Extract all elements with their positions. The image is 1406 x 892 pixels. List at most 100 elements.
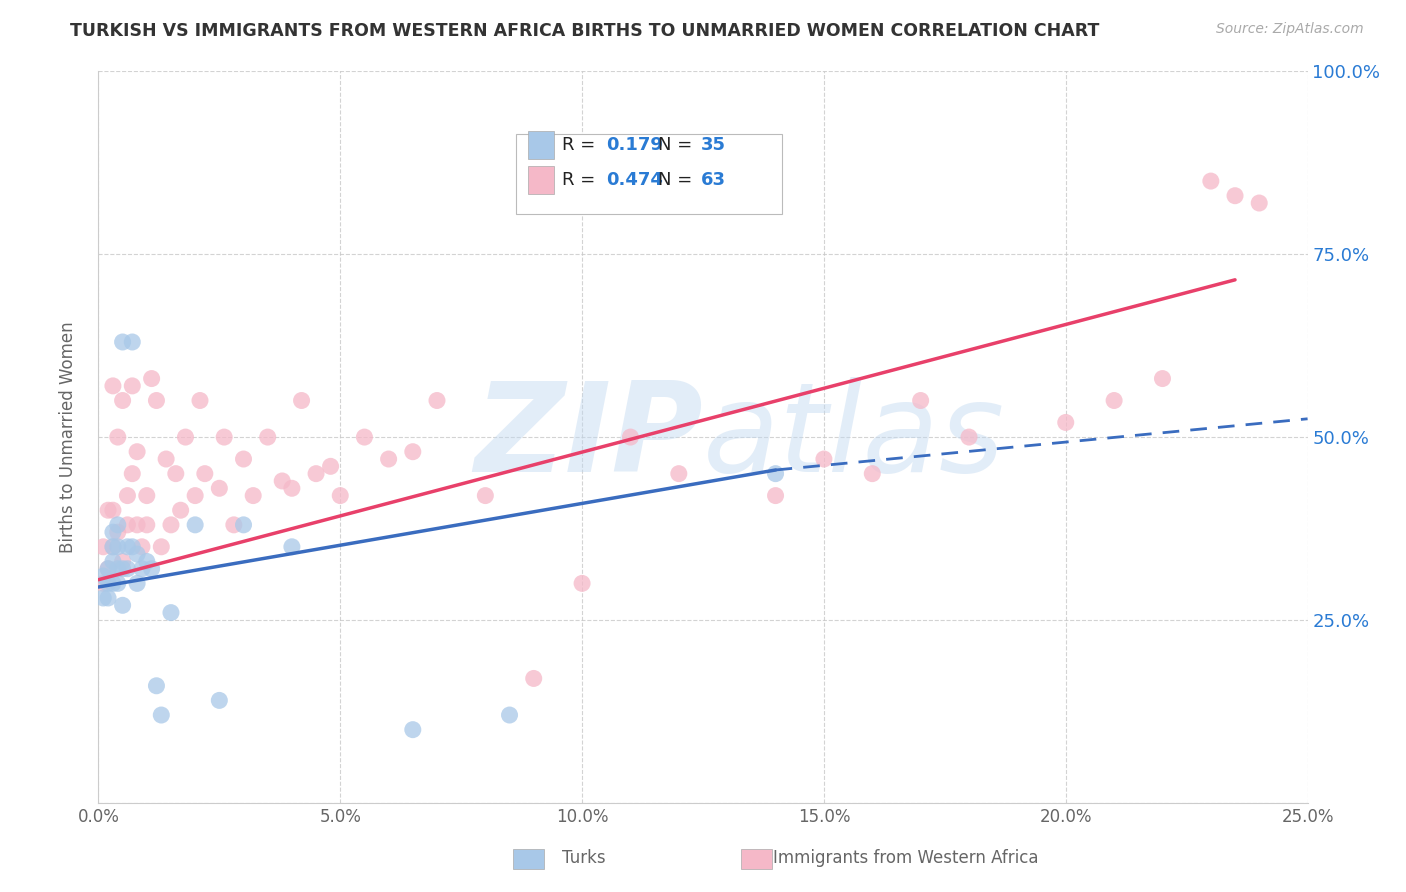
Point xyxy=(111,554,134,568)
Text: R =: R = xyxy=(561,170,600,188)
Point xyxy=(117,562,139,576)
Point xyxy=(117,517,139,532)
Point xyxy=(498,708,520,723)
Point xyxy=(150,540,173,554)
Point xyxy=(131,540,153,554)
Point xyxy=(765,467,787,481)
FancyBboxPatch shape xyxy=(527,166,554,194)
Text: N =: N = xyxy=(658,136,699,154)
Point xyxy=(135,489,157,503)
Point xyxy=(97,562,120,576)
Point xyxy=(1223,188,1246,202)
Point xyxy=(194,467,217,481)
Point xyxy=(145,393,167,408)
Point xyxy=(474,489,496,503)
Text: TURKISH VS IMMIGRANTS FROM WESTERN AFRICA BIRTHS TO UNMARRIED WOMEN CORRELATION : TURKISH VS IMMIGRANTS FROM WESTERN AFRIC… xyxy=(70,22,1099,40)
Point xyxy=(571,576,593,591)
Point xyxy=(256,430,278,444)
Text: 0.474: 0.474 xyxy=(606,170,664,188)
Point xyxy=(319,459,342,474)
Point xyxy=(188,393,211,408)
Point xyxy=(281,481,304,495)
Point xyxy=(150,708,173,723)
Point xyxy=(107,562,129,576)
FancyBboxPatch shape xyxy=(527,131,554,159)
Point xyxy=(111,334,134,349)
Point xyxy=(127,547,149,561)
Point xyxy=(169,503,191,517)
Point xyxy=(107,540,129,554)
Point xyxy=(97,503,120,517)
Point xyxy=(101,576,124,591)
Point xyxy=(141,562,163,576)
Point xyxy=(329,489,352,503)
Point xyxy=(232,517,254,532)
Point xyxy=(813,452,835,467)
Point xyxy=(232,452,254,467)
Point xyxy=(135,517,157,532)
Point xyxy=(91,591,114,605)
Point xyxy=(184,517,207,532)
Point xyxy=(155,452,177,467)
Point xyxy=(242,489,264,503)
Text: Source: ZipAtlas.com: Source: ZipAtlas.com xyxy=(1216,22,1364,37)
Point xyxy=(107,430,129,444)
Point xyxy=(97,576,120,591)
Point xyxy=(402,444,425,458)
Text: atlas: atlas xyxy=(703,376,1005,498)
Point xyxy=(353,430,375,444)
Point xyxy=(281,540,304,554)
Point xyxy=(97,562,120,576)
Point xyxy=(101,554,124,568)
Point xyxy=(290,393,312,408)
Point xyxy=(117,540,139,554)
Point xyxy=(91,576,114,591)
Point xyxy=(145,679,167,693)
Point xyxy=(107,525,129,540)
Point xyxy=(305,467,328,481)
Point xyxy=(222,517,245,532)
Point xyxy=(212,430,235,444)
Point xyxy=(91,540,114,554)
Point xyxy=(1054,416,1077,430)
Point xyxy=(111,599,134,613)
Point xyxy=(271,474,294,488)
Point xyxy=(1199,174,1222,188)
Point xyxy=(135,554,157,568)
Text: N =: N = xyxy=(658,170,699,188)
Point xyxy=(101,540,124,554)
Point xyxy=(619,430,641,444)
Point xyxy=(765,489,787,503)
Y-axis label: Births to Unmarried Women: Births to Unmarried Women xyxy=(59,321,77,553)
Text: ZIP: ZIP xyxy=(474,376,703,498)
Point xyxy=(111,393,134,408)
Point xyxy=(426,393,449,408)
Text: 0.179: 0.179 xyxy=(606,136,664,154)
Point xyxy=(160,517,183,532)
Point xyxy=(1249,196,1271,211)
Point xyxy=(141,371,163,385)
Text: 35: 35 xyxy=(700,136,725,154)
Point xyxy=(127,517,149,532)
Point xyxy=(127,444,149,458)
Point xyxy=(101,540,124,554)
Point xyxy=(208,693,231,707)
FancyBboxPatch shape xyxy=(516,134,782,214)
Point xyxy=(121,540,143,554)
Point xyxy=(121,334,143,349)
Point xyxy=(160,606,183,620)
Text: 63: 63 xyxy=(700,170,725,188)
Point xyxy=(127,576,149,591)
Point xyxy=(117,489,139,503)
Point xyxy=(107,517,129,532)
Point xyxy=(402,723,425,737)
Point xyxy=(668,467,690,481)
Point xyxy=(101,503,124,517)
Point xyxy=(910,393,932,408)
Text: R =: R = xyxy=(561,136,600,154)
Point xyxy=(121,379,143,393)
Point xyxy=(377,452,399,467)
Point xyxy=(111,562,134,576)
Point xyxy=(174,430,197,444)
Point xyxy=(101,379,124,393)
